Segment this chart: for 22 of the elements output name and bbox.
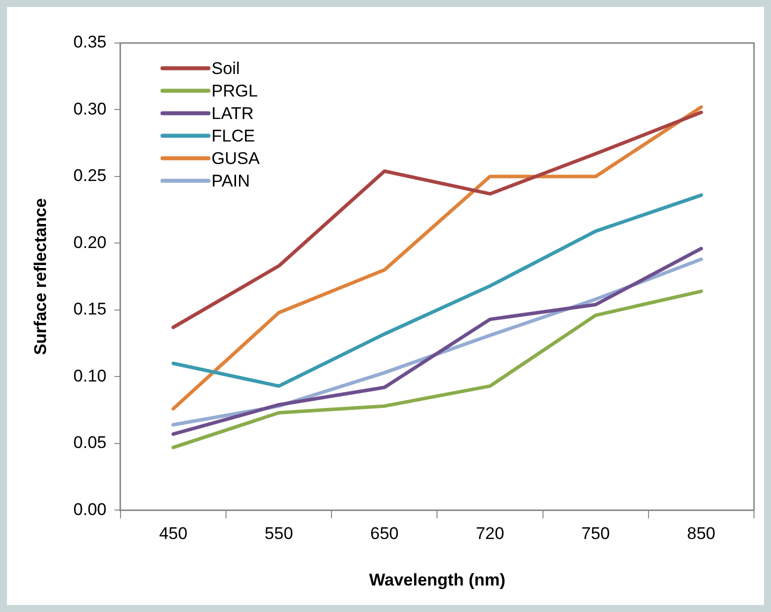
legend-label: FLCE bbox=[211, 126, 255, 146]
legend-label: PRGL bbox=[211, 81, 258, 100]
x-axis-title: Wavelength (nm) bbox=[369, 570, 506, 590]
y-tick-label: 0.20 bbox=[73, 232, 106, 252]
y-axis-title: Surface reflectance bbox=[30, 198, 50, 356]
legend-label: GUSA bbox=[211, 148, 260, 168]
y-tick-label: 0.00 bbox=[73, 500, 106, 519]
y-tick-label: 0.35 bbox=[73, 32, 106, 52]
x-tick-label: 450 bbox=[159, 524, 188, 544]
x-tick-label: 550 bbox=[264, 524, 294, 544]
x-tick-label: 850 bbox=[687, 524, 716, 544]
y-tick-label: 0.10 bbox=[73, 366, 106, 386]
legend-label: LATR bbox=[211, 104, 254, 123]
y-tick-label: 0.15 bbox=[73, 300, 106, 319]
y-tick-label: 0.05 bbox=[73, 433, 106, 452]
legend-label: Soil bbox=[211, 58, 240, 78]
y-tick-label: 0.25 bbox=[73, 166, 106, 186]
x-tick-label: 650 bbox=[370, 524, 399, 544]
y-tick-label: 0.30 bbox=[73, 99, 106, 118]
legend-label: PAIN bbox=[211, 171, 250, 190]
x-tick-label: 720 bbox=[476, 524, 504, 544]
x-tick-label: 750 bbox=[581, 524, 610, 544]
